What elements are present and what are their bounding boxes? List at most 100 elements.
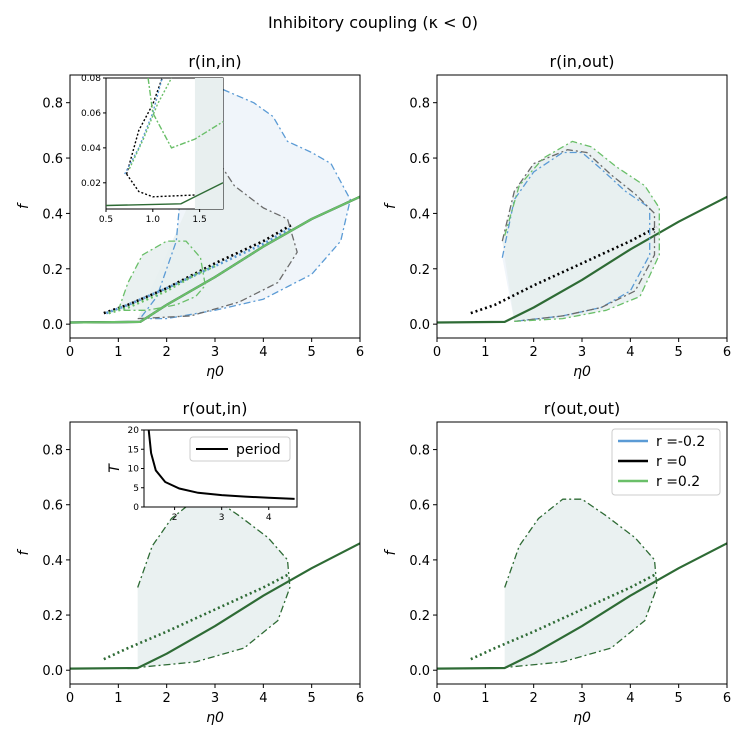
y-tick-label: 0.0 [42,664,63,679]
y-tick-label: 0.6 [42,152,63,167]
x-tick-label: 0 [433,691,441,706]
x-tick-label: 1 [114,691,122,706]
x-tick-label: 3 [578,691,586,706]
legend: r =-0.2 r =0 r =0.2 [611,428,721,496]
region-shade [504,141,660,322]
y-tick-label: 0.8 [42,97,63,112]
x-tick-label: 5 [308,691,316,706]
figure-title: Inhibitory coupling (κ < 0) [268,13,478,32]
x-axis-label: η0 [573,364,591,380]
series-line-unstable-1 [470,226,658,315]
inset-curve-1 [126,173,195,198]
x-axis-label: η0 [206,364,224,380]
inset-x-tick-label: 1.0 [146,215,161,225]
inset-curve-0 [125,77,163,175]
series-line-unstable-4 [103,223,293,315]
x-tick-label: 3 [211,691,219,706]
inset-y-tick-label: 15 [128,445,139,455]
panel-title: r(out,out) [544,399,621,418]
series-line-cycle-8 [117,240,206,311]
inset-shade [194,78,223,209]
legend-label: r =-0.2 [656,434,705,450]
y-tick-label: 0.4 [42,207,63,222]
x-tick-label: 4 [259,691,267,706]
inset-legend-label: period [236,442,281,458]
inset-x-tick-label: 3 [219,513,225,523]
panel-in_out: 0 1 2 3 4 5 6 0.0 0.2 0.4 0.6 0.8 r(in,out) η0 f [383,52,731,380]
x-tick-label: 2 [163,345,171,360]
legend-label: r =0 [656,454,687,470]
x-tick-label: 5 [675,691,683,706]
x-tick-label: 2 [530,691,538,706]
y-axis-label: f [16,548,32,555]
panel-out_out: 0 1 2 3 4 5 6 0.0 0.2 0.4 0.6 0.8 r(out,out) η0 f r =-0… [383,399,731,726]
x-tick-label: 1 [114,345,122,360]
x-tick-label: 5 [308,345,316,360]
x-tick-label: 1 [481,691,489,706]
y-tick-label: 0.8 [42,444,63,459]
series-line-stable-0 [436,195,728,324]
x-tick-label: 1 [481,345,489,360]
series-line-cycle-3 [501,149,656,323]
y-axis-label: f [16,202,32,209]
inset-y-tick-label: 0 [133,503,139,513]
inset-y-tick-label: 0.04 [81,144,101,154]
inset-legend-box [189,436,291,462]
y-tick-label: 0.8 [409,444,430,459]
x-tick-label: 4 [626,345,634,360]
inset-y-tick-label: 5 [133,484,139,494]
series-line-cycle-2 [504,498,658,669]
y-tick-label: 0.2 [42,263,63,278]
legend-box [611,428,721,496]
y-tick-label: 0.0 [409,318,430,333]
x-tick-label: 6 [723,345,731,360]
x-tick-label: 4 [259,345,267,360]
inset-y-tick-label: 20 [128,426,140,436]
x-tick-label: 2 [163,691,171,706]
inset-curve-3 [128,77,173,170]
inset-curve-5 [105,182,224,207]
panel-title: r(out,in) [183,399,248,418]
y-tick-label: 0.4 [409,207,430,222]
legend-label: r =0.2 [656,474,700,490]
y-tick-label: 0.6 [42,499,63,514]
x-tick-label: 3 [578,345,586,360]
series-line-unstable-1 [103,572,291,661]
y-tick-label: 0.0 [42,318,63,333]
series-line-stable-0 [69,542,361,670]
x-tick-label: 0 [66,345,74,360]
panel-out_in: 0 1 2 3 4 5 6 0.0 0.2 0.4 0.6 0.8 r(out,in) η0 f 2 3 4 0 5 1… [16,399,364,726]
series-line-stable-6 [69,195,361,324]
inset-y-tick-label: 0.02 [81,179,101,189]
region-shade [118,241,206,311]
series-line-cycle-2 [137,498,291,669]
period-curve [147,429,295,500]
x-axis-label: η0 [573,710,591,726]
y-tick-label: 0.8 [409,97,430,112]
inset-curve-2 [124,77,163,175]
panel-in_in: 0 1 2 3 4 5 6 0.0 0.2 0.4 0.6 0.8 r(in,in) η0 f 0.5 1.0 1… [16,52,364,380]
y-tick-label: 0.0 [409,664,430,679]
x-tick-label: 3 [211,345,219,360]
x-tick-label: 6 [356,691,364,706]
y-tick-label: 0.6 [409,499,430,514]
inset-y-tick-label: 0.08 [81,74,101,84]
y-axis-label: f [383,202,399,209]
y-tick-label: 0.2 [409,609,430,624]
inset-curve-4 [147,77,224,149]
inset-y-axis-label: T [107,463,123,473]
region-shade [137,499,290,668]
x-tick-label: 6 [356,345,364,360]
series-line-cycle-5 [137,151,298,320]
x-tick-label: 0 [433,345,441,360]
y-tick-label: 0.4 [42,554,63,569]
region-shade [504,499,657,668]
x-tick-label: 0 [66,691,74,706]
y-axis-label: f [383,548,399,555]
inset-y-tick-label: 0.06 [81,109,101,119]
series-line-stable-0 [436,542,728,670]
inset-x-tick-label: 2 [172,513,178,523]
inset-zoom: 0.5 1.0 1.5 0.02 0.04 0.06 0.08 [81,74,224,225]
